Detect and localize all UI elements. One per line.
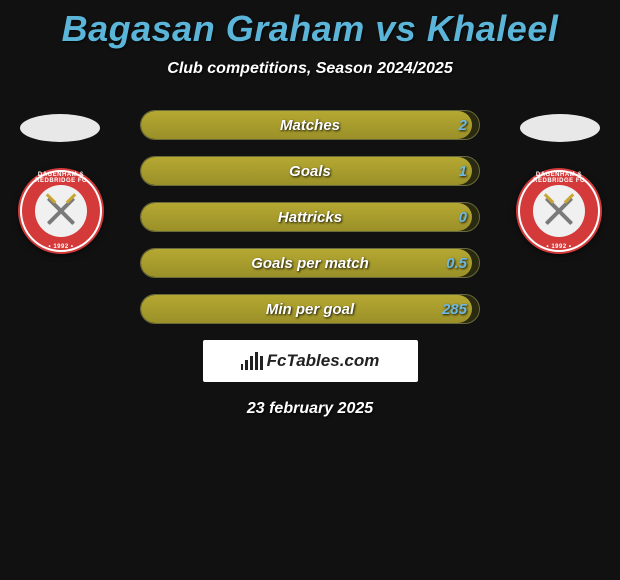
- player-photo-placeholder-right: [520, 114, 600, 142]
- stat-bar-value: 0.5: [446, 249, 467, 277]
- crest-swords-icon: [41, 191, 81, 231]
- page-title: Bagasan Graham vs Khaleel: [0, 0, 620, 50]
- stat-bar-value: 1: [459, 157, 467, 185]
- stat-bar-row: Min per goal285: [140, 294, 480, 324]
- footer-date: 23 february 2025: [0, 400, 620, 418]
- subtitle: Club competitions, Season 2024/2025: [0, 60, 620, 78]
- crest-text-top-right: DAGENHAM & REDBRIDGE FC: [516, 172, 602, 184]
- crest-text-bottom-left: • 1992 •: [18, 244, 104, 250]
- crest-text-bottom-right: • 1992 •: [516, 244, 602, 250]
- stats-area: DAGENHAM & REDBRIDGE FC • 1992 • DAGENHA…: [0, 110, 620, 324]
- crest-swords-icon: [539, 191, 579, 231]
- brand-text: FcTables.com: [267, 351, 380, 371]
- club-crest-left: DAGENHAM & REDBRIDGE FC • 1992 •: [18, 168, 104, 254]
- stat-bar-label: Goals per match: [141, 249, 479, 277]
- player-photo-placeholder-left: [20, 114, 100, 142]
- stat-bar-label: Goals: [141, 157, 479, 185]
- stat-bar-label: Min per goal: [141, 295, 479, 323]
- brand-badge: FcTables.com: [203, 340, 418, 382]
- stat-bar-row: Goals per match0.5: [140, 248, 480, 278]
- stat-bar-value: 0: [459, 203, 467, 231]
- stat-bar-value: 2: [459, 111, 467, 139]
- crest-text-top-left: DAGENHAM & REDBRIDGE FC: [18, 172, 104, 184]
- stat-bar-row: Goals1: [140, 156, 480, 186]
- stat-bar-row: Hattricks0: [140, 202, 480, 232]
- club-crest-right: DAGENHAM & REDBRIDGE FC • 1992 •: [516, 168, 602, 254]
- bars-chart-icon: [241, 352, 263, 370]
- stat-bar-label: Matches: [141, 111, 479, 139]
- stat-bar-label: Hattricks: [141, 203, 479, 231]
- stat-bars: Matches2Goals1Hattricks0Goals per match0…: [140, 110, 480, 324]
- stat-bar-value: 285: [442, 295, 467, 323]
- stat-bar-row: Matches2: [140, 110, 480, 140]
